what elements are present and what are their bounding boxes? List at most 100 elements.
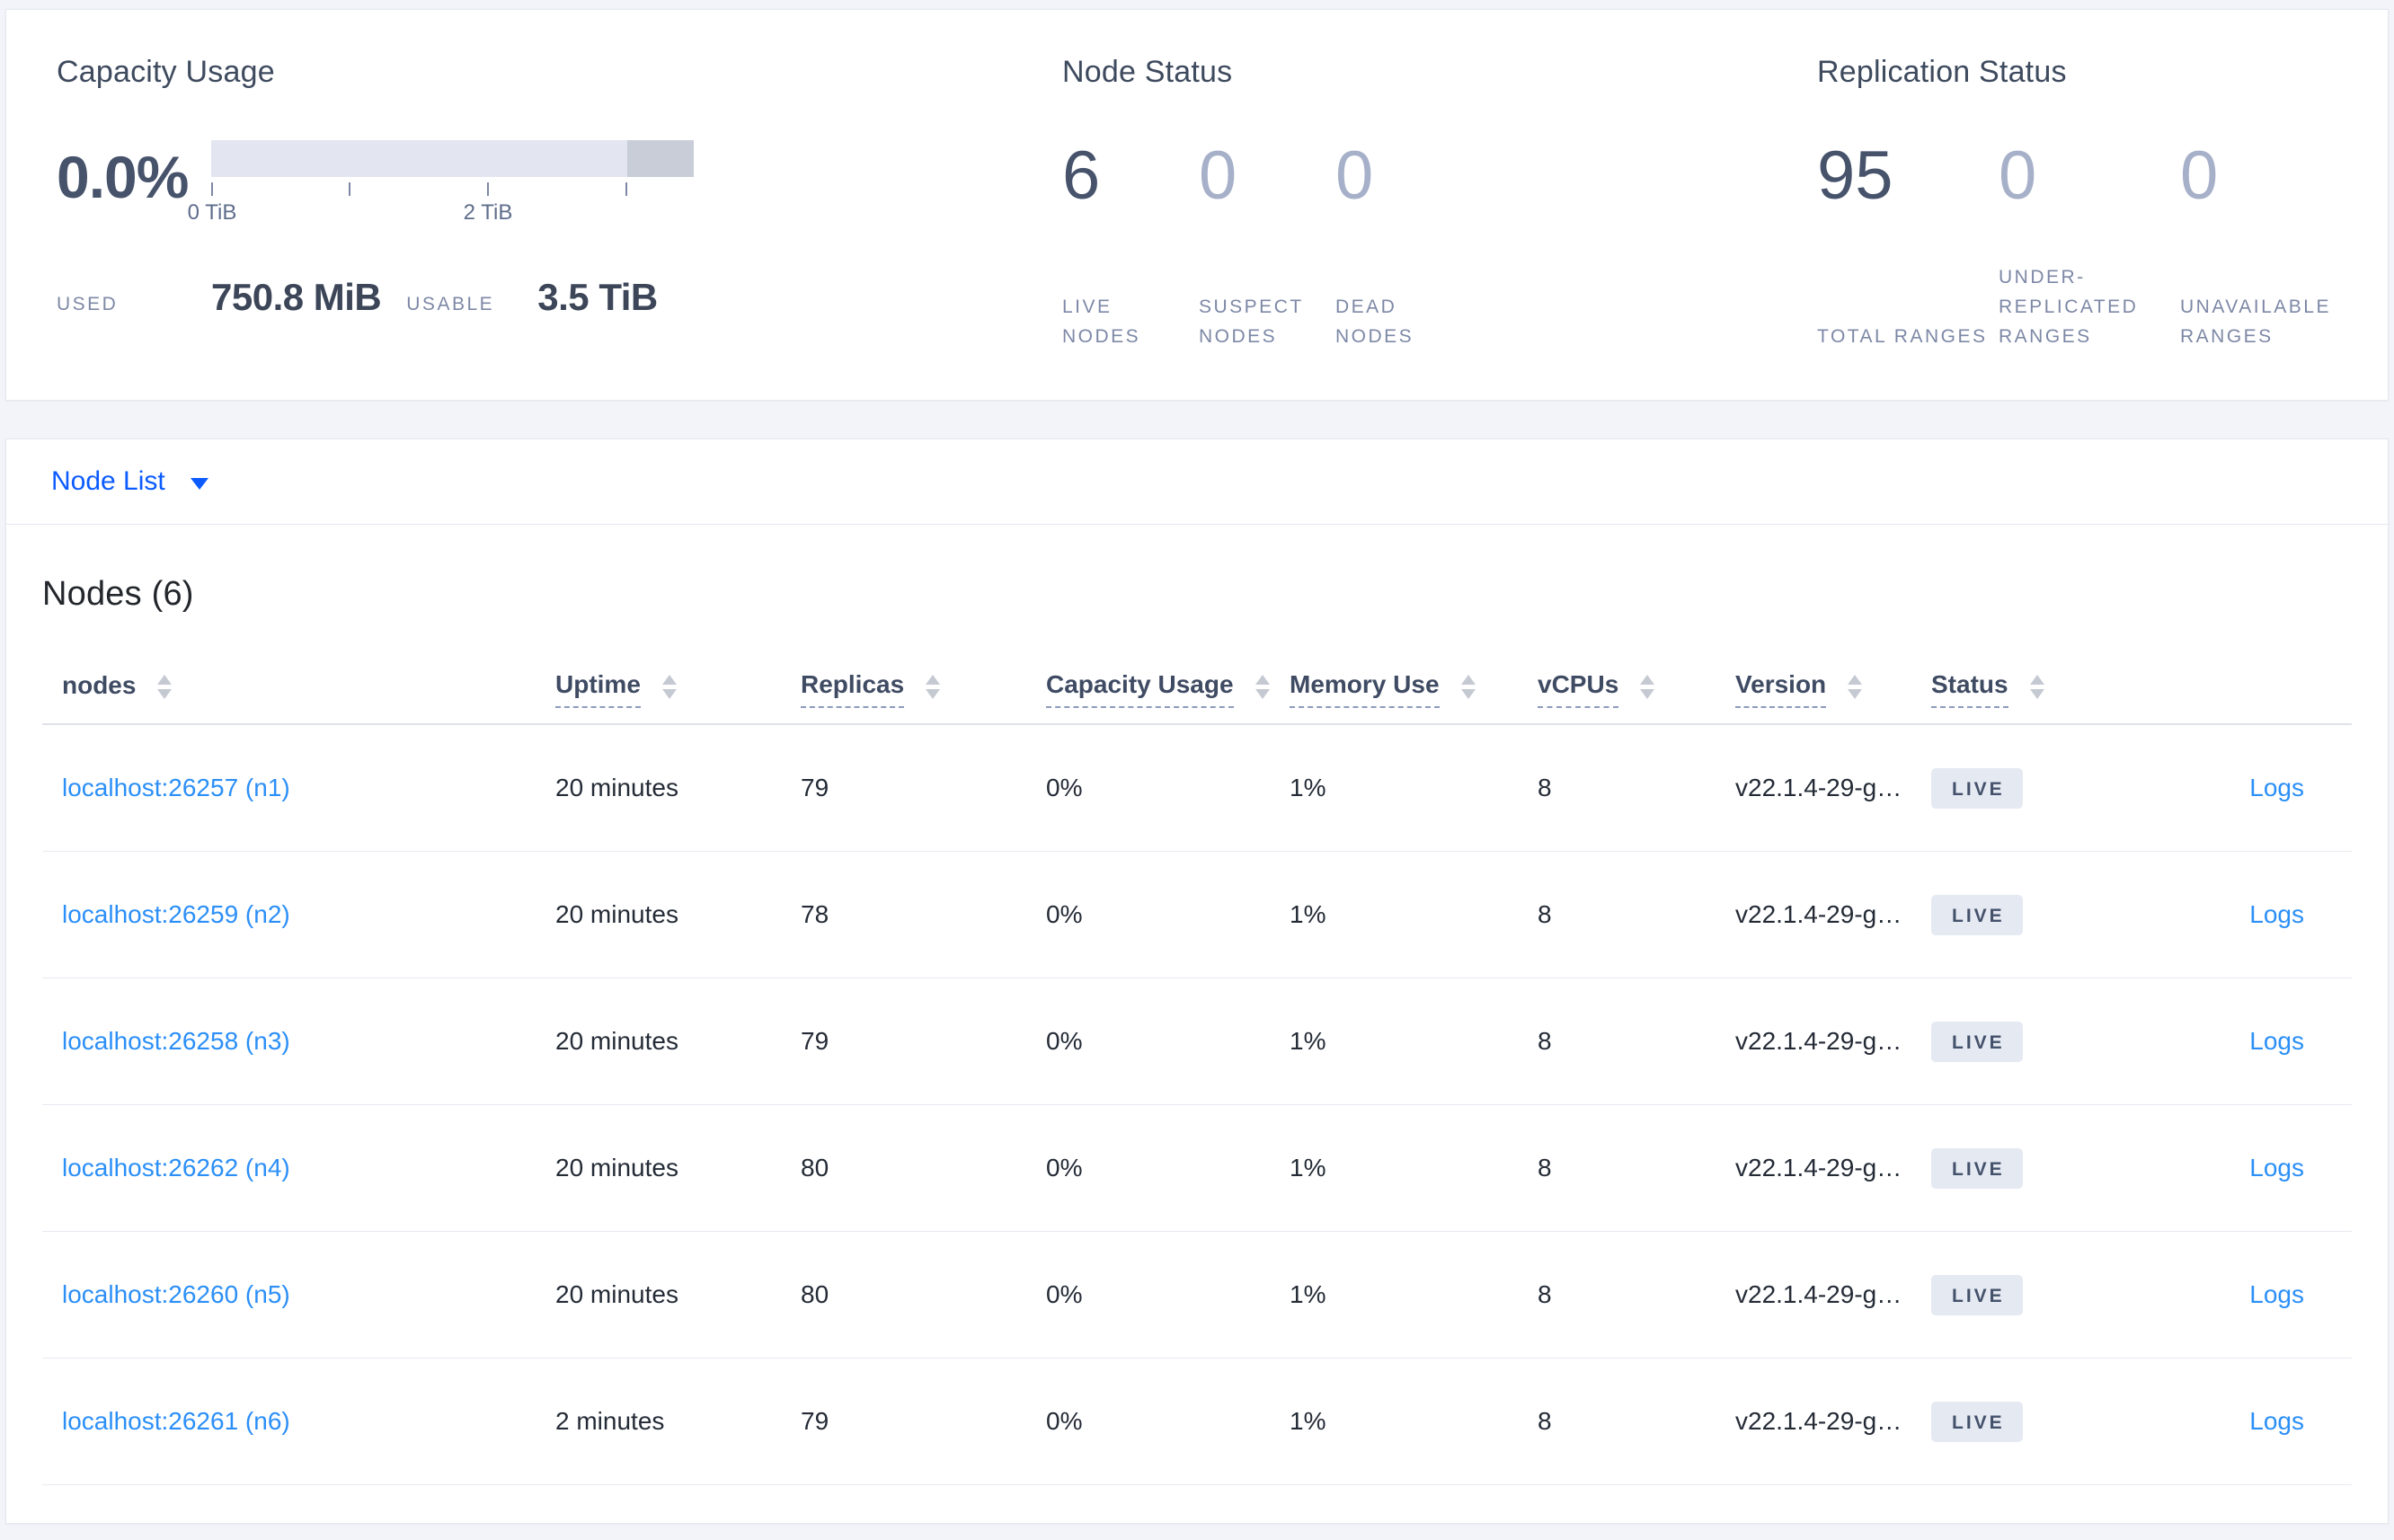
version-cell: v22.1.4-29-g… [1735, 1027, 1902, 1055]
node-link[interactable]: localhost:26262 (n4) [62, 1154, 290, 1182]
caret-down-icon [190, 477, 208, 490]
replicas-cell: 79 [801, 774, 829, 801]
column-header-version[interactable]: Version [1735, 670, 1931, 708]
replication-status-title: Replication Status [1817, 55, 2067, 89]
table-header-row: nodes Uptime Replicas Capacity Usage Mem… [42, 655, 2352, 725]
unavailable-ranges-label: UNAVAILABLE RANGES [2180, 296, 2331, 347]
logs-link[interactable]: Logs [2249, 1407, 2304, 1435]
capacity-cell: 0% [1046, 1280, 1083, 1308]
logs-link[interactable]: Logs [2249, 1154, 2304, 1182]
table-row: localhost:26260 (n5) 20 minutes 80 0% 1%… [42, 1232, 2352, 1359]
axis-tick-label: 2 TiB [463, 200, 513, 225]
sort-icon [2029, 674, 2044, 699]
replicas-cell: 79 [801, 1027, 829, 1055]
sort-icon [661, 674, 677, 699]
status-badge: LIVE [1931, 1401, 2023, 1442]
uptime-cell: 20 minutes [555, 1154, 678, 1182]
capacity-cell: 0% [1046, 1027, 1083, 1055]
table-row: localhost:26259 (n2) 20 minutes 78 0% 1%… [42, 852, 2352, 978]
capacity-cell: 0% [1046, 1154, 1083, 1182]
column-header-nodes[interactable]: nodes [42, 671, 555, 707]
vcpus-cell: 8 [1538, 1154, 1552, 1182]
sort-icon [1848, 674, 1863, 699]
node-list-dropdown[interactable]: Node List [6, 439, 2388, 525]
live-nodes-value: 6 [1062, 137, 1101, 214]
version-cell: v22.1.4-29-g… [1735, 1280, 1902, 1308]
table-row: localhost:26257 (n1) 20 minutes 79 0% 1%… [42, 725, 2352, 852]
capacity-usage-bar [211, 140, 694, 177]
sort-icon [157, 674, 173, 699]
capacity-cell: 0% [1046, 774, 1083, 801]
capacity-bar-wrap: 0 TiB 2 TiB [188, 140, 694, 225]
unavailable-ranges-stat: 0 UNAVAILABLE RANGES [2180, 140, 2362, 351]
memory-cell: 1% [1290, 900, 1326, 928]
axis-tick [625, 182, 627, 196]
node-link[interactable]: localhost:26258 (n3) [62, 1027, 290, 1055]
uptime-cell: 2 minutes [555, 1407, 665, 1435]
axis-tick-label: 0 TiB [187, 200, 237, 225]
unavailable-ranges-value: 0 [2180, 137, 2219, 214]
capacity-usage-section: Capacity Usage 0.0% 0 TiB 2 TiB USED 750… [51, 10, 1057, 400]
memory-cell: 1% [1290, 1407, 1326, 1435]
node-link[interactable]: localhost:26260 (n5) [62, 1280, 290, 1308]
logs-link[interactable]: Logs [2249, 900, 2304, 928]
uptime-cell: 20 minutes [555, 774, 678, 801]
usable-value: 3.5 TiB [537, 276, 658, 318]
node-list-dropdown-label: Node List [51, 466, 165, 496]
capacity-gauge: 0.0% 0 TiB 2 TiB [57, 140, 1057, 225]
memory-cell: 1% [1290, 1027, 1326, 1055]
status-badge: LIVE [1931, 894, 2023, 935]
dead-nodes-value: 0 [1335, 137, 1374, 214]
total-ranges-stat: 95 TOTAL RANGES [1817, 140, 1999, 351]
dead-nodes-stat: 0 DEAD NODES [1335, 140, 1472, 351]
column-header-memory-use[interactable]: Memory Use [1290, 670, 1538, 708]
vcpus-cell: 8 [1538, 1280, 1552, 1308]
uptime-cell: 20 minutes [555, 900, 678, 928]
axis-tick [211, 182, 213, 196]
live-nodes-stat: 6 LIVE NODES [1062, 140, 1199, 351]
sort-icon [1640, 674, 1655, 699]
capacity-percent: 0.0% [57, 144, 189, 210]
under-replicated-ranges-value: 0 [1999, 137, 2037, 214]
node-list-card: Node List Nodes (6) nodes Uptime Replica… [5, 438, 2389, 1524]
version-cell: v22.1.4-29-g… [1735, 774, 1902, 801]
version-cell: v22.1.4-29-g… [1735, 1407, 1902, 1435]
capacity-cell: 0% [1046, 900, 1083, 928]
under-replicated-ranges-label: UNDER-REPLICATED RANGES [1999, 267, 2139, 347]
total-ranges-value: 95 [1817, 137, 1893, 214]
status-badge: LIVE [1931, 1021, 2023, 1062]
column-header-status[interactable]: Status [1931, 670, 2156, 708]
sort-icon [1255, 674, 1270, 699]
node-link[interactable]: localhost:26261 (n6) [62, 1407, 290, 1435]
live-nodes-label: LIVE NODES [1062, 296, 1141, 347]
suspect-nodes-stat: 0 SUSPECT NODES [1199, 140, 1335, 351]
node-status-title: Node Status [1062, 55, 1233, 89]
status-badge: LIVE [1931, 1147, 2023, 1189]
dead-nodes-label: DEAD NODES [1335, 296, 1414, 347]
memory-cell: 1% [1290, 1154, 1326, 1182]
column-header-capacity-usage[interactable]: Capacity Usage [1046, 670, 1290, 708]
capacity-bar-dark-segment [627, 140, 694, 177]
column-header-vcpus[interactable]: vCPUs [1538, 670, 1735, 708]
suspect-nodes-label: SUSPECT NODES [1199, 296, 1304, 347]
status-badge: LIVE [1931, 767, 2023, 809]
used-value: 750.8 MiB [211, 276, 382, 318]
column-header-replicas[interactable]: Replicas [801, 670, 1046, 708]
replication-status-section: Replication Status 95 TOTAL RANGES 0 UND… [1812, 10, 2388, 400]
total-ranges-label: TOTAL RANGES [1817, 326, 1988, 347]
node-link[interactable]: localhost:26257 (n1) [62, 774, 290, 801]
logs-link[interactable]: Logs [2249, 1280, 2304, 1308]
axis-tick [487, 182, 489, 196]
sort-icon [1460, 674, 1476, 699]
node-link[interactable]: localhost:26259 (n2) [62, 900, 290, 928]
node-status-section: Node Status 6 LIVE NODES 0 SUSPECT NODES… [1057, 10, 1812, 400]
replicas-cell: 80 [801, 1154, 829, 1182]
logs-link[interactable]: Logs [2249, 774, 2304, 801]
logs-link[interactable]: Logs [2249, 1027, 2304, 1055]
column-header-uptime[interactable]: Uptime [555, 670, 801, 708]
cluster-overview-card: Capacity Usage 0.0% 0 TiB 2 TiB USED 750… [5, 9, 2389, 401]
memory-cell: 1% [1290, 1280, 1326, 1308]
axis-tick [349, 182, 350, 196]
vcpus-cell: 8 [1538, 900, 1552, 928]
uptime-cell: 20 minutes [555, 1027, 678, 1055]
